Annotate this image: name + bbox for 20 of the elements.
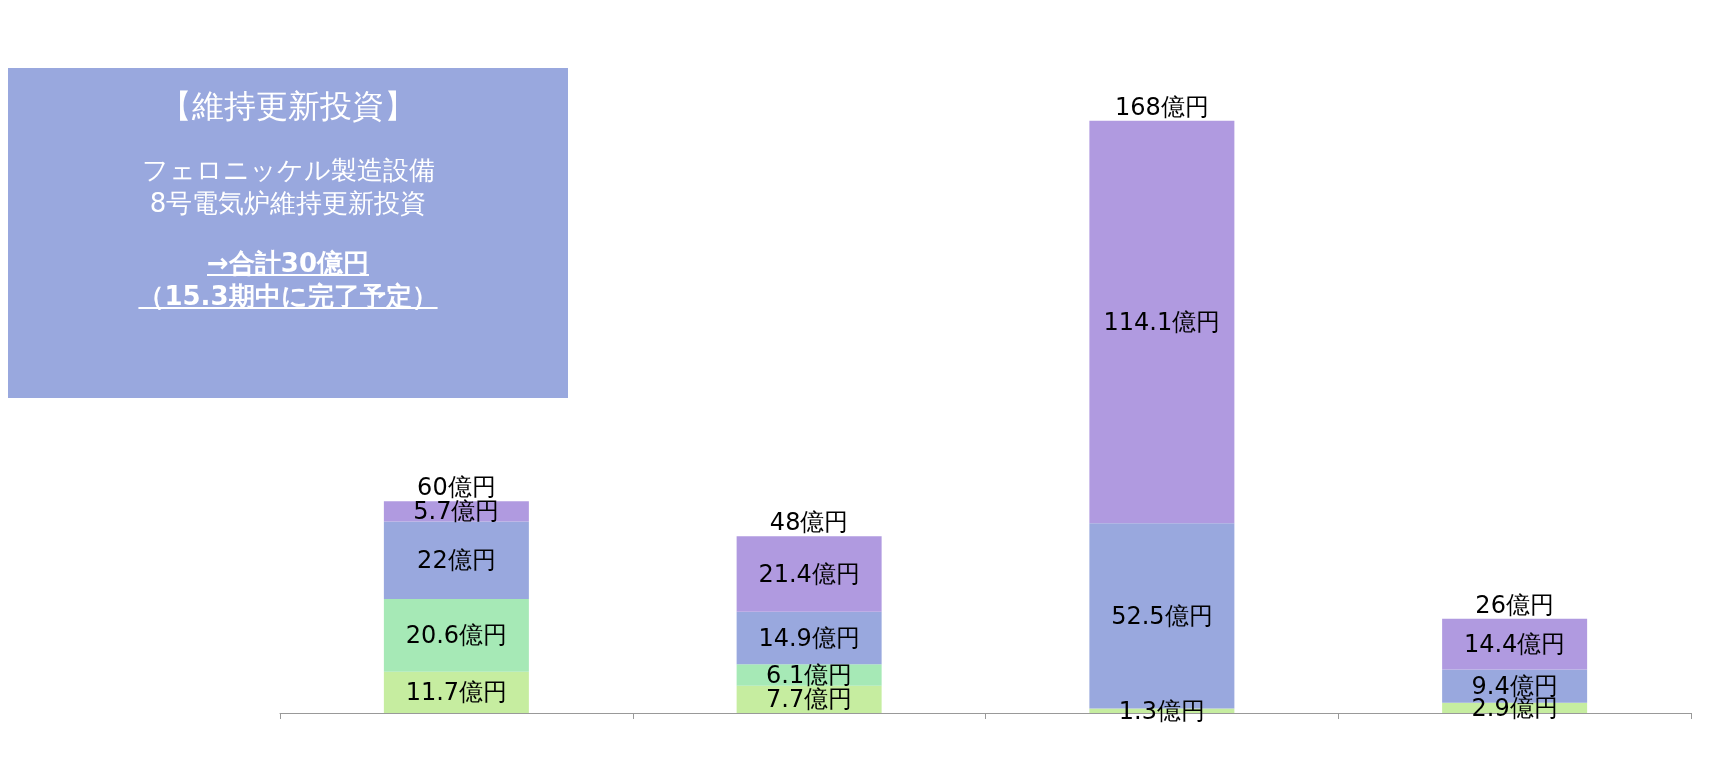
annotation: →合計30億円 [206,247,370,280]
annotation: （15.3期中に完了予定） [137,279,439,312]
total-label: 168億円 [1114,92,1209,121]
data-label: 1.3億円 [1118,696,1205,725]
data-label: 22億円 [417,546,496,575]
bar [736,536,882,612]
total-label: 48億円 [769,508,849,537]
data-label: 11.7億円 [405,678,508,707]
bar [1089,120,1235,524]
data-label: 20.6億円 [405,621,508,650]
bar [383,521,529,600]
bar [383,599,529,672]
data-label: 52.5億円 [1111,601,1213,630]
annotation: フェロニッケル製造設備 8号電気炉維持更新投資 [140,154,436,219]
data-label: 114.1億円 [1103,307,1221,336]
annotation: 【維持更新投資】 [159,86,417,126]
data-label: 14.9億円 [758,624,860,653]
total-label: 26億円 [1475,590,1554,619]
data-label: 21.4億円 [758,560,860,589]
data-label: 14.4億円 [1463,630,1566,659]
